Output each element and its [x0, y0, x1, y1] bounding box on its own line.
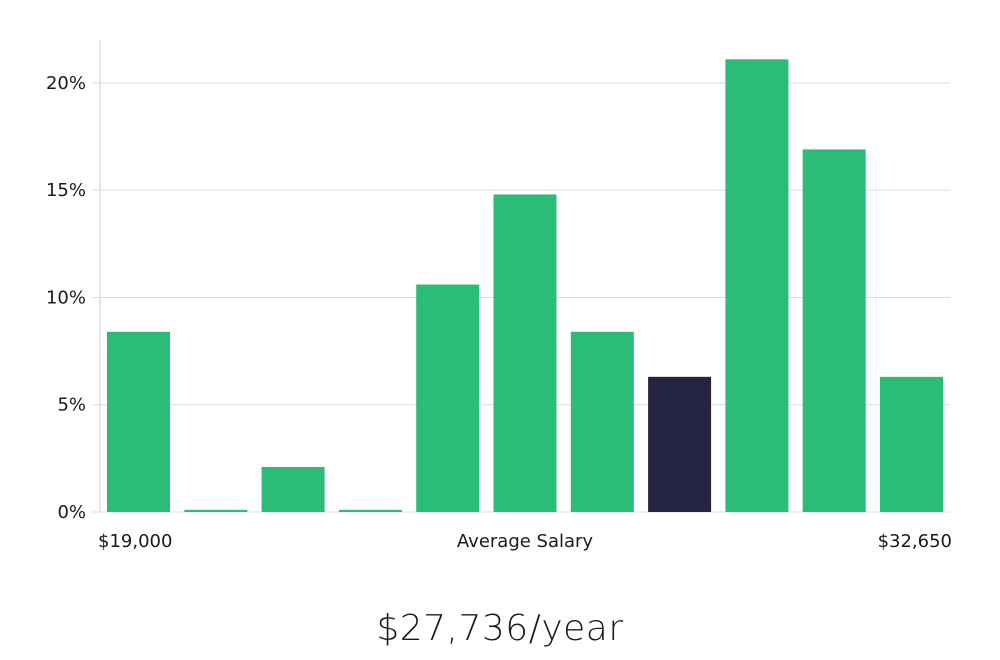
bar-highlighted — [648, 376, 712, 512]
salary-histogram: 0% 5% 10% 15% 20% $19,000 Average Salary $32… — [46, 40, 952, 552]
bar — [802, 149, 866, 512]
y-tick-label: 10% — [46, 287, 86, 308]
bar — [570, 331, 634, 512]
average-salary-value: $27,736/year — [376, 608, 624, 649]
y-tick-label: 15% — [46, 180, 86, 201]
bar — [416, 284, 480, 512]
bar — [493, 194, 557, 513]
bar — [261, 466, 325, 512]
y-axis: 0% 5% 10% 15% 20% — [46, 73, 86, 523]
y-tick-label: 5% — [57, 395, 86, 416]
bar — [880, 376, 943, 512]
x-min-label: $19,000 — [98, 531, 172, 552]
bar — [107, 331, 170, 512]
bar — [725, 59, 789, 513]
y-tick-label: 20% — [46, 73, 86, 94]
bar — [338, 509, 402, 512]
x-axis-label: Average Salary — [457, 531, 594, 552]
y-tick-label: 0% — [57, 502, 86, 523]
x-max-label: $32,650 — [878, 531, 952, 552]
bars — [107, 59, 943, 513]
bar — [184, 509, 248, 512]
